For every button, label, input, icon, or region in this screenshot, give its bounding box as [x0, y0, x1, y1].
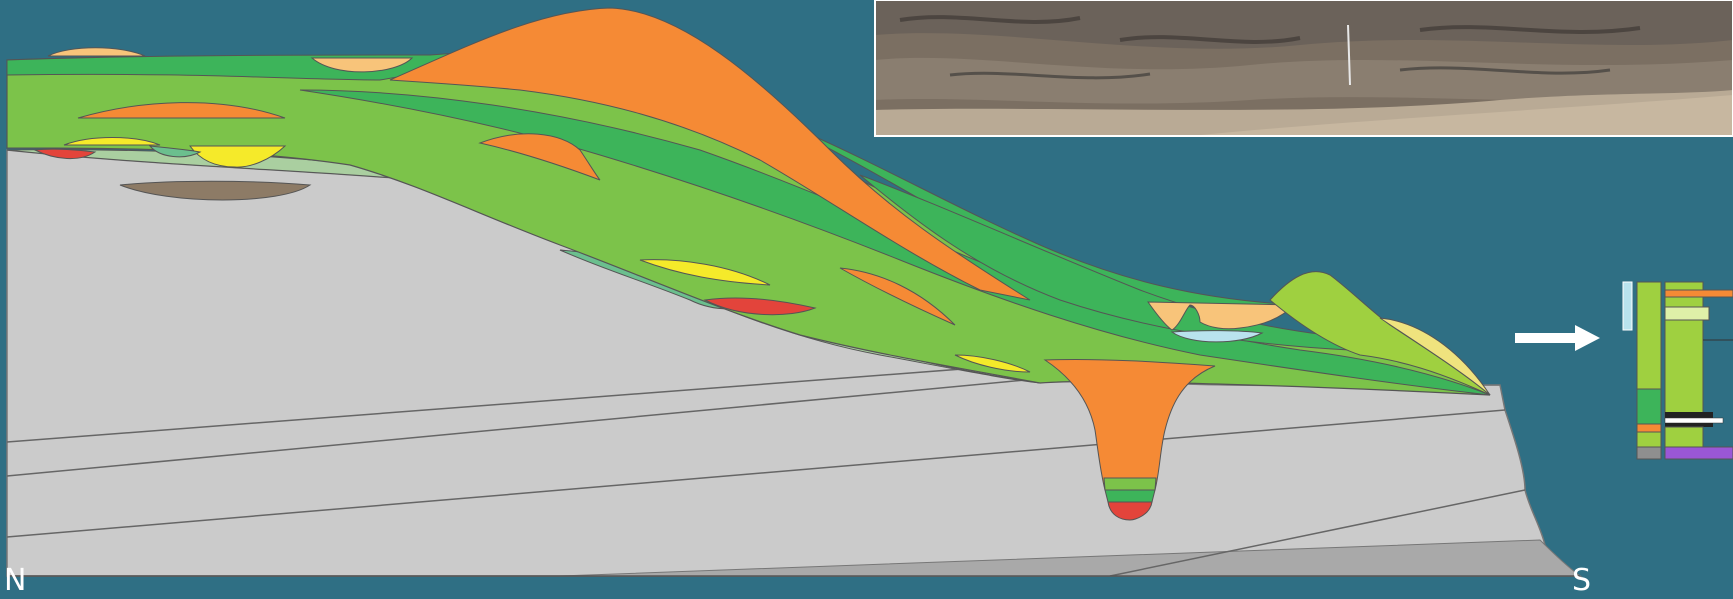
orange-lens-mid	[478, 133, 601, 181]
light-blue-lens	[1170, 330, 1264, 343]
orange-lens-lower	[839, 267, 956, 326]
yellow-lens-2	[189, 145, 287, 168]
orange-lens-upper	[77, 102, 286, 119]
bedrock	[6, 149, 1583, 577]
tan-channel	[1147, 301, 1297, 331]
south-label: S	[1572, 563, 1592, 598]
tan-lens-2	[310, 57, 414, 73]
pale-yellow-lens-south	[1379, 317, 1491, 396]
teal-lens-north	[148, 145, 202, 158]
tan-lens-1	[47, 47, 146, 57]
brown-lens	[119, 180, 312, 201]
channel-green-band-2	[1104, 489, 1156, 503]
stratigraphic-log	[1622, 281, 1733, 460]
orange-mound	[389, 7, 1031, 301]
yellow-lens-3	[639, 259, 771, 286]
yellow-lens-4	[954, 354, 1031, 373]
orange-channel-fill	[1043, 358, 1216, 498]
right-arrow-icon	[1515, 325, 1600, 351]
north-label: N	[4, 563, 27, 598]
red-lens-2	[703, 297, 817, 316]
channel-red-base	[1107, 501, 1153, 521]
channel-green-band-1	[1103, 477, 1157, 491]
red-lens-1	[33, 148, 97, 160]
yellow-lens-1	[63, 137, 161, 146]
outcrop-photo	[874, 0, 1733, 137]
